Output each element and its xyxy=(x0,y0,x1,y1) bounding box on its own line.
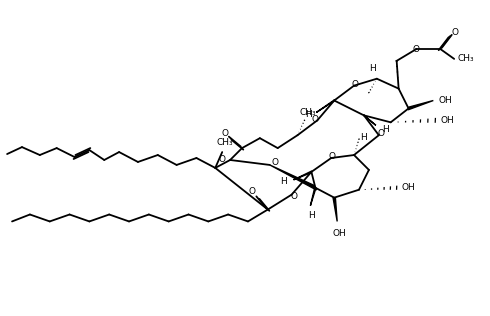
Text: H: H xyxy=(308,211,315,220)
Text: H: H xyxy=(280,177,287,186)
Text: H: H xyxy=(361,133,368,142)
Text: O: O xyxy=(413,46,420,54)
Text: OH: OH xyxy=(332,229,346,238)
Text: O: O xyxy=(290,192,297,201)
Text: CH₃: CH₃ xyxy=(458,54,474,64)
Text: CH₃: CH₃ xyxy=(299,108,316,117)
Polygon shape xyxy=(270,165,317,190)
Text: OH: OH xyxy=(402,183,416,192)
Text: O: O xyxy=(248,187,255,196)
Polygon shape xyxy=(408,100,433,110)
Text: O: O xyxy=(329,151,336,161)
Text: OH: OH xyxy=(441,116,454,125)
Text: H: H xyxy=(369,64,376,73)
Polygon shape xyxy=(333,198,337,222)
Text: O: O xyxy=(271,158,278,167)
Polygon shape xyxy=(311,187,316,206)
Text: O: O xyxy=(221,129,229,138)
Text: CH₃: CH₃ xyxy=(217,138,234,147)
Text: O: O xyxy=(452,27,459,37)
Text: OH: OH xyxy=(439,96,452,105)
Text: H: H xyxy=(305,110,312,119)
Text: H: H xyxy=(382,125,389,134)
Text: O: O xyxy=(351,80,359,89)
Text: O: O xyxy=(219,155,226,165)
Polygon shape xyxy=(294,171,312,180)
Polygon shape xyxy=(317,100,335,112)
Text: O: O xyxy=(377,129,384,138)
Text: O: O xyxy=(312,115,319,124)
Polygon shape xyxy=(364,115,376,125)
